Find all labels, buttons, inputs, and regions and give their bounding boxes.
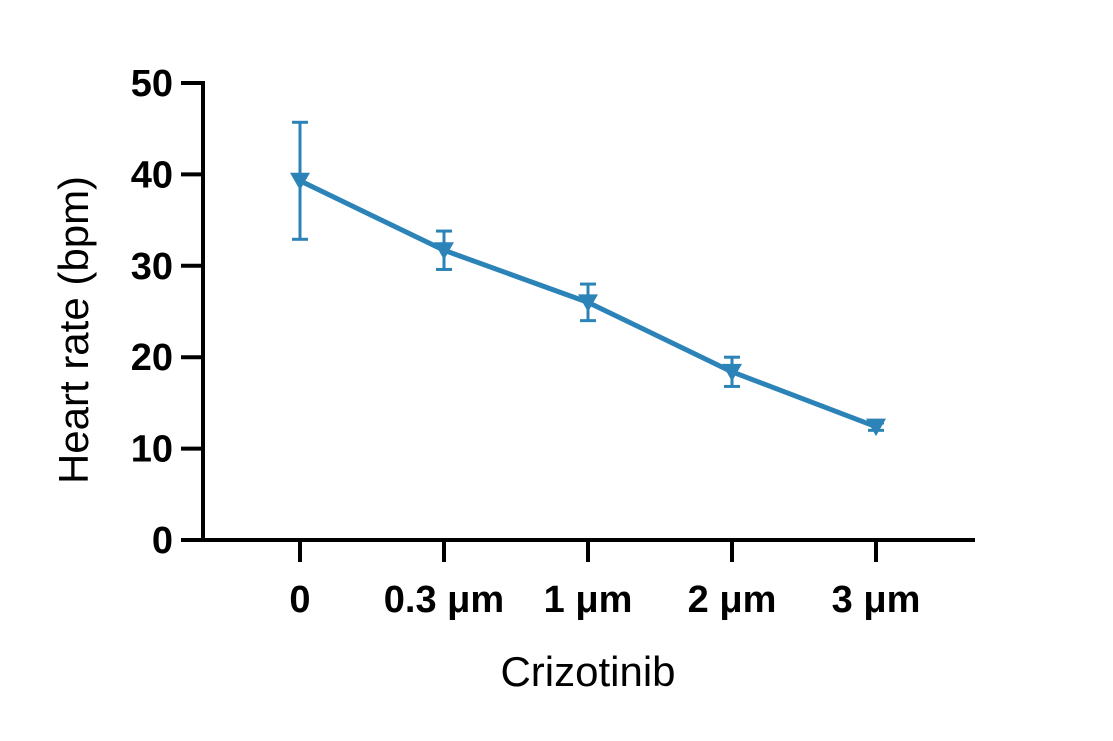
- x-axis: 0 0.3 μm 1 μm 2 μm 3 μm: [201, 538, 975, 621]
- data-point: [434, 242, 454, 260]
- y-tick-label: 0: [152, 520, 173, 562]
- y-tick-label: 30: [131, 246, 173, 288]
- data-point: [290, 172, 310, 191]
- y-axis: 0 10 20 30 40 50: [131, 63, 205, 562]
- x-tick-label: 2 μm: [688, 579, 777, 621]
- y-tick-label: 10: [131, 429, 173, 471]
- x-tick-label: 0.3 μm: [384, 579, 504, 621]
- y-tick-label: 20: [131, 337, 173, 379]
- y-tick-label: 40: [131, 154, 173, 196]
- series-layer: [290, 120, 886, 437]
- data-point: [866, 418, 886, 437]
- data-point: [578, 294, 598, 312]
- x-tick-label: 3 μm: [832, 579, 921, 621]
- data-point: [722, 363, 742, 382]
- y-tick-label: 50: [131, 63, 173, 105]
- x-tick-label: 0: [289, 579, 310, 621]
- y-axis-title: Heart rate (bpm): [50, 176, 97, 484]
- x-tick-label: 1 μm: [544, 579, 633, 621]
- x-axis-title: Crizotinib: [500, 648, 675, 695]
